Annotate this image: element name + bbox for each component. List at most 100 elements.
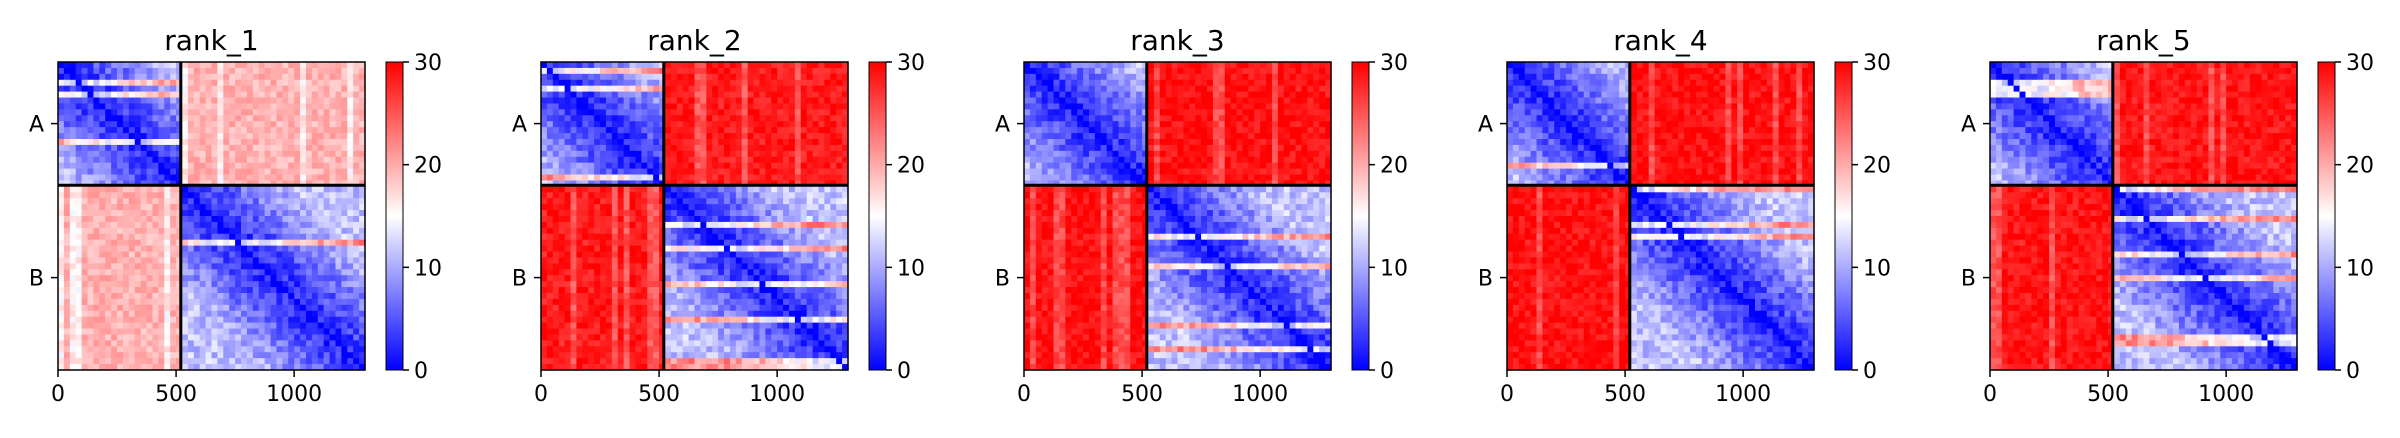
heatmap-cell: [181, 139, 189, 146]
heatmap-cell: [570, 221, 578, 229]
heatmap-cell: [122, 115, 130, 122]
heatmap-cell: [181, 233, 189, 241]
heatmap-cell: [818, 192, 825, 199]
heatmap-cell: [205, 144, 213, 152]
heatmap-cell: [664, 67, 672, 75]
heatmap-cell: [294, 127, 301, 134]
heatmap-cell: [724, 245, 731, 253]
heatmap-cell: [688, 216, 696, 223]
heatmap-cell: [682, 216, 690, 223]
heatmap-cell: [241, 162, 248, 170]
heatmap-cell: [105, 204, 112, 211]
heatmap-cell: [158, 227, 165, 235]
heatmap-cell: [323, 198, 331, 205]
heatmap-cell: [223, 216, 230, 223]
heatmap-cell: [264, 174, 272, 182]
heatmap-cell: [842, 150, 849, 158]
heatmap-cell: [570, 186, 578, 193]
heatmap-cell: [246, 328, 254, 336]
heatmap-cell: [152, 275, 159, 282]
heatmap-cell: [69, 67, 77, 75]
heatmap-cell: [158, 210, 165, 217]
heatmap-cell: [353, 340, 360, 347]
heatmap-cell: [252, 62, 260, 69]
heatmap-cell: [777, 275, 784, 282]
heatmap-cell: [164, 109, 171, 116]
heatmap-cell: [824, 150, 831, 158]
heatmap-cell: [164, 346, 171, 353]
heatmap-cell: [724, 198, 731, 205]
heatmap-cell: [836, 216, 843, 223]
heatmap-cell: [288, 364, 295, 371]
heatmap-cell: [323, 144, 331, 152]
heatmap-cell: [570, 127, 578, 134]
heatmap-cell: [117, 281, 124, 288]
heatmap-cell: [117, 216, 124, 223]
heatmap-cell: [664, 263, 672, 270]
heatmap-cell: [747, 304, 755, 312]
heatmap-cell: [605, 239, 613, 247]
heatmap-cell: [600, 150, 607, 158]
heatmap-cell: [700, 257, 707, 264]
heatmap-cell: [800, 233, 808, 241]
heatmap-cell: [594, 221, 601, 229]
heatmap-cell: [181, 91, 189, 99]
heatmap-cell: [341, 109, 348, 116]
heatmap-cell: [300, 245, 307, 253]
heatmap-cell: [329, 97, 337, 105]
heatmap-cell: [63, 233, 71, 241]
heatmap-cell: [759, 281, 766, 288]
heatmap-cell: [69, 233, 77, 241]
heatmap-cell: [647, 85, 654, 93]
heatmap-cell: [294, 322, 301, 330]
heatmap-cell: [570, 275, 578, 282]
heatmap-cell: [812, 210, 820, 217]
heatmap-cell: [335, 204, 342, 211]
heatmap-cell: [164, 364, 171, 371]
heatmap-cell: [87, 79, 95, 87]
heatmap-cell: [241, 310, 248, 318]
heatmap-cell: [134, 358, 142, 365]
heatmap-cell: [605, 139, 613, 146]
heatmap-cell: [58, 227, 65, 235]
heatmap-cell: [87, 322, 95, 330]
heatmap-cell: [818, 221, 825, 229]
heatmap-cell: [235, 251, 242, 259]
heatmap-cell: [105, 79, 112, 87]
heatmap-cell: [63, 322, 71, 330]
heatmap-cell: [211, 281, 218, 288]
heatmap-cell: [783, 150, 790, 158]
heatmap-cell: [282, 281, 289, 288]
heatmap-cell: [688, 168, 696, 176]
heatmap-cell: [670, 73, 678, 81]
heatmap-cell: [635, 204, 642, 211]
heatmap-cell: [842, 133, 849, 140]
heatmap-cell: [564, 298, 572, 306]
heatmap-cell: [359, 281, 366, 288]
heatmap-cell: [152, 334, 159, 341]
heatmap-cell: [830, 133, 837, 140]
heatmap-cell: [294, 216, 301, 223]
heatmap-cell: [187, 127, 195, 134]
heatmap-cell: [700, 221, 707, 229]
heatmap-cell: [258, 287, 266, 294]
heatmap-cell: [806, 67, 814, 75]
heatmap-cell: [335, 275, 342, 282]
heatmap-cell: [794, 216, 802, 223]
heatmap-cell: [311, 239, 319, 247]
heatmap-cell: [641, 287, 648, 294]
heatmap-cell: [300, 287, 307, 294]
heatmap-cell: [323, 204, 331, 211]
heatmap-cell: [187, 257, 195, 264]
heatmap-cell: [753, 298, 761, 306]
heatmap-cell: [830, 245, 837, 253]
heatmap-cell: [694, 139, 701, 146]
heatmap-cell: [747, 269, 755, 276]
heatmap-cell: [694, 275, 701, 282]
heatmap-cell: [205, 198, 213, 205]
heatmap-cell: [718, 233, 725, 241]
heatmap-cell: [700, 168, 707, 176]
heatmap-cell: [788, 103, 796, 110]
heatmap-cell: [694, 263, 701, 270]
heatmap-cell: [576, 198, 583, 205]
